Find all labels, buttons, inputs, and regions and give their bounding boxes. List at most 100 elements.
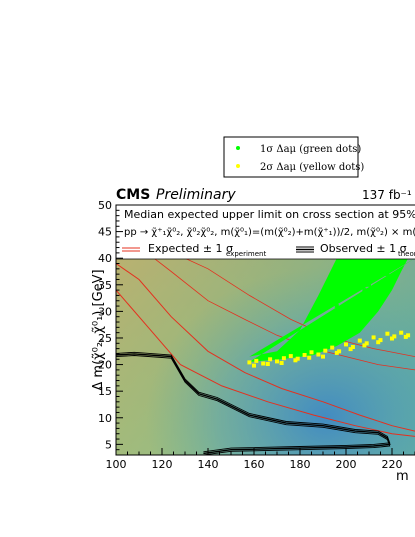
yellow-point-30 (334, 350, 339, 355)
yellow-point-27 (293, 358, 298, 363)
yellow-point-34 (390, 336, 394, 341)
green-point-12 (344, 293, 348, 298)
y-axis-title: Δ m(χ̃⁰₂, χ̃⁰₁) [GeV] (91, 269, 106, 390)
yellow-point-26 (279, 361, 284, 365)
yellow-point-25 (265, 362, 270, 366)
yellow-point-3 (268, 357, 273, 362)
dot-legend: 1σ Δaμ (green dots) 2σ Δaμ (yellow dots) (223, 136, 364, 178)
plot-frame (115, 204, 415, 456)
experiment-label: CMS (116, 187, 150, 203)
y-tick-label-35: 35 (98, 279, 112, 292)
expected-contours (116, 236, 415, 437)
plot-legend-background (116, 205, 415, 259)
yellow-point-21 (392, 334, 397, 339)
green-point-3 (344, 314, 348, 319)
yellow-point-2 (261, 361, 266, 366)
expected-legend-label: Expected ± 1 σ (148, 242, 233, 255)
process-description: pp → χ̃⁺₁χ̃⁰₂, χ̃⁰₂χ̃⁰₂, m(χ̃⁰₁)=(m(χ̃⁰₂… (124, 226, 415, 238)
yellow-point-15 (350, 345, 355, 349)
yellow-point-35 (403, 334, 408, 339)
x-axis-title: m (396, 469, 409, 484)
green-point-13 (334, 304, 339, 309)
yellow-point-31 (348, 347, 353, 352)
observed-legend-sub: theor (398, 250, 415, 258)
y-tick-label-5: 5 (105, 438, 112, 451)
expected-legend-sub: experiment (226, 250, 266, 258)
expected-contour-3 (184, 257, 415, 357)
yellow-point-16 (357, 338, 362, 343)
yellow-point-32 (362, 343, 367, 348)
axes: 100 120 140 160 180 200 220 5 10 15 20 25 30 35 40 45 50 (98, 199, 415, 471)
green-point-2 (339, 325, 344, 330)
plot-title: Median expected upper limit on cross sec… (124, 208, 415, 221)
yellow-point-19 (378, 338, 383, 343)
yellow-point-6 (288, 354, 293, 359)
yellow-point-23 (406, 333, 411, 338)
dot-points (247, 261, 411, 368)
x-tick-label-180: 180 (290, 458, 311, 471)
yellow-dot-marker (236, 164, 240, 168)
green-point-0 (321, 341, 325, 346)
expected-contour-1 (116, 289, 415, 437)
observed-contour-1 (116, 353, 391, 455)
plot-area (116, 205, 415, 455)
yellow-point-7 (295, 356, 300, 361)
yellow-point-12 (330, 345, 335, 350)
green-point-9 (376, 266, 381, 271)
y-tick-label-40: 40 (98, 252, 112, 265)
observed-legend-label: Observed ± 1 σ (320, 242, 407, 255)
green-point-6 (362, 288, 367, 293)
x-tick-label-200: 200 (336, 458, 357, 471)
yellow-point-22 (399, 330, 404, 335)
green-point-15 (394, 261, 399, 266)
yellow-point-11 (323, 348, 328, 353)
observed-contour-2 (116, 355, 391, 455)
yellow-point-1 (254, 358, 259, 363)
y-tick-label-15: 15 (98, 385, 112, 398)
yellow-point-4 (275, 359, 279, 364)
yellow-dot-label: 2σ Δaμ (yellow dots) (260, 162, 364, 173)
expected-contour-2 (116, 236, 415, 371)
dot-legend-frame (223, 136, 359, 178)
x-tick-label-100: 100 (106, 458, 127, 471)
yellow-point-13 (337, 349, 342, 354)
yellow-point-28 (307, 355, 312, 360)
y-tick-label-30: 30 (98, 305, 112, 318)
green-point-7 (367, 282, 371, 287)
status-label: Preliminary (156, 187, 236, 203)
yellow-point-33 (376, 340, 381, 345)
x-tick-label-220: 220 (382, 458, 403, 471)
green-point-11 (353, 282, 358, 287)
yellow-point-18 (371, 335, 376, 340)
luminosity-label: 137 fb⁻¹ (1 (362, 188, 415, 202)
yellow-point-14 (344, 342, 348, 347)
yellow-point-17 (364, 341, 369, 346)
observed-contours (116, 351, 391, 455)
green-dot-label: 1σ Δaμ (green dots) (260, 144, 361, 155)
x-tick-label-160: 160 (244, 458, 265, 471)
y-tick-label-20: 20 (98, 359, 112, 372)
green-band (249, 258, 415, 362)
x-tick-label-120: 120 (152, 458, 173, 471)
green-point-14 (385, 272, 390, 277)
yellow-point-29 (321, 354, 325, 359)
y-tick-label-45: 45 (98, 226, 112, 239)
observed-contour-0 (116, 351, 391, 453)
yellow-point-20 (385, 331, 390, 336)
yellow-point-0 (247, 360, 252, 365)
green-band-region (249, 258, 415, 362)
expected-contour-0 (116, 263, 415, 432)
green-point-1 (330, 330, 335, 335)
y-tick-label-25: 25 (98, 332, 112, 345)
green-dot-marker (236, 146, 240, 150)
green-point-8 (371, 277, 376, 282)
yellow-point-24 (252, 363, 256, 368)
yellow-point-8 (302, 353, 307, 357)
x-tick-label-140: 140 (198, 458, 219, 471)
green-point-5 (357, 298, 362, 303)
green-point-10 (380, 261, 385, 266)
green-point-4 (353, 309, 358, 314)
yellow-point-5 (281, 356, 286, 361)
yellow-point-9 (309, 350, 314, 355)
